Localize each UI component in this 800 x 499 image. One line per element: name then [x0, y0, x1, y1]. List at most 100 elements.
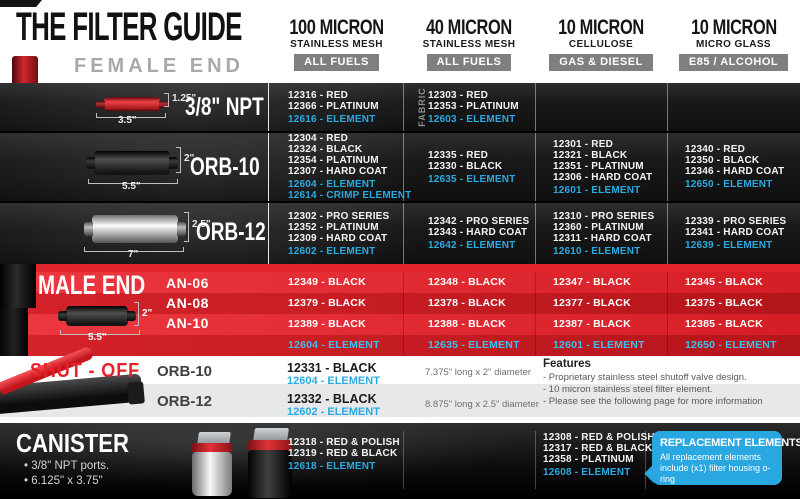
dim-bracket	[176, 147, 181, 173]
element-group: 12639 - ELEMENT	[685, 240, 800, 251]
canister-specs: • 3/8" NPT ports. • 6.125" x 3.75"	[24, 459, 109, 489]
element-number: 12604 - ELEMENT	[287, 375, 380, 387]
replacement-elements-callout: REPLACEMENT ELEMENTS All replacement ele…	[652, 431, 800, 485]
part-number: 12347 - BLACK	[553, 276, 631, 288]
part-number: 12343 - HARD COAT	[428, 227, 528, 238]
an-size-label: AN-06	[166, 275, 209, 291]
part-number: 12307 - HARD COAT	[288, 166, 388, 177]
divider	[535, 133, 536, 201]
shutoff-section: SHUT - OFF ORB-10 12331 - BLACK 12604 - …	[0, 345, 800, 423]
header: THE FILTER GUIDE FEMALE END 100 MICRON S…	[0, 0, 800, 83]
an-size-label: AN-10	[166, 315, 209, 331]
element-number: 12639 - ELEMENT	[685, 240, 773, 251]
element-group: 12618 - ELEMENT	[288, 461, 418, 472]
part-number: 12341 - HARD COAT	[685, 227, 785, 238]
dim-line	[84, 247, 184, 252]
feature-line: - Proprietary stainless steel shutoff va…	[543, 372, 747, 383]
part-number: 12377 - BLACK	[553, 297, 631, 309]
red-mini-filter-image	[104, 97, 160, 111]
red-stripe	[0, 335, 800, 356]
part-number: 12385 - BLACK	[685, 318, 763, 330]
element-number: 12635 - ELEMENT	[428, 339, 520, 351]
divider	[268, 203, 269, 264]
divider	[645, 431, 646, 489]
part-number: 12324 - BLACK	[288, 144, 363, 155]
element-group: 12616 - ELEMENT	[288, 114, 403, 125]
black-an-fitting-image	[0, 264, 36, 308]
element-group: 12601 - ELEMENT	[553, 185, 667, 196]
spec-bullet: • 6.125" x 3.75"	[24, 475, 103, 487]
black-canister-image	[248, 450, 292, 498]
shutoff-valve-cap	[127, 381, 145, 405]
female-end-table: 1.25" 3.5" 3/8" NPT 12316 - RED 12366 - P…	[0, 83, 800, 264]
dim-height: 2.5"	[192, 219, 211, 230]
dim-length: 5.5"	[122, 181, 141, 192]
part-number: 12378 - BLACK	[428, 297, 506, 309]
page-title: THE FILTER GUIDE	[16, 4, 242, 49]
part-cell: 12304 - RED 12324 - BLACK 12354 - PLATINUM…	[270, 133, 411, 201]
part-number: 12317 - RED & BLACK	[543, 443, 653, 454]
feature-line: - 10 micron stainless steel filter eleme…	[543, 384, 713, 395]
dim-length: 3.5"	[118, 115, 137, 126]
fuel-badge: GAS & DIESEL	[549, 54, 653, 71]
part-cell: 12339 - PRO SERIES 12341 - HARD COAT 12639…	[667, 203, 800, 264]
part-number: 12358 - PLATINUM	[543, 454, 634, 465]
part-cell: 12310 - PRO SERIES 12360 - PLATINUM 12311 …	[535, 203, 667, 264]
chrome-filter-image	[92, 215, 178, 243]
dim-height: 2"	[184, 153, 195, 164]
part-cell: 12342 - PRO SERIES 12343 - HARD COAT 12642…	[403, 203, 535, 264]
element-number: 12602 - ELEMENT	[287, 406, 380, 418]
part-cell: 12316 - RED 12366 - PLATINUM 12616 - ELEME…	[270, 83, 403, 131]
part-number: 12375 - BLACK	[685, 297, 763, 309]
part-cell: 12335 - RED 12330 - BLACK 12635 - ELEMENT	[403, 133, 535, 201]
element-number: 12608 - ELEMENT	[543, 467, 631, 478]
male-end-heading: MALE END	[38, 270, 146, 300]
element-number: 12618 - ELEMENT	[288, 461, 376, 472]
canister-section: CANISTER • 3/8" NPT ports. • 6.125" x 3.7…	[0, 423, 800, 499]
part-number: 12348 - BLACK	[428, 276, 506, 288]
divider	[403, 133, 404, 201]
element-group: 12608 - ELEMENT	[543, 467, 667, 478]
part-number: 12351 - PLATINUM	[553, 160, 644, 172]
part-number: 12389 - BLACK	[288, 318, 366, 330]
element-group: 12604 - ELEMENT 12614 - CRIMP ELEMENT	[288, 179, 411, 201]
part-number: 12311 - HARD COAT	[553, 232, 652, 244]
element-number: 12604 - ELEMENT	[288, 179, 376, 190]
divider	[403, 83, 404, 131]
chrome-canister-image	[192, 452, 232, 496]
column-header-10-micron-micro-glass: 10 MICRON MICRO GLASS E85 / ALCOHOL	[667, 17, 800, 71]
part-number: 12306 - HARD COAT	[553, 171, 653, 183]
fabric-note: FABRIC	[416, 87, 427, 127]
part-number: 12304 - RED	[288, 133, 349, 144]
male-end-section	[0, 264, 800, 356]
size-description: 7.375" long x 2" diameter	[425, 367, 532, 378]
element-number: 12610 - ELEMENT	[553, 245, 641, 257]
corner-wedge-decoration	[0, 0, 42, 7]
fuel-badge: ALL FUELS	[294, 54, 379, 71]
fuel-badge: E85 / ALCOHOL	[678, 54, 789, 71]
element-number: 12635 - ELEMENT	[428, 173, 516, 185]
part-number: 12321 - BLACK	[553, 149, 628, 161]
part-cell	[535, 83, 667, 131]
red-filter-photo-neck	[12, 56, 38, 86]
black-an-fitting-image	[0, 308, 28, 356]
part-number: 12301 - RED	[553, 138, 614, 150]
table-row-38npt: 1.25" 3.5" 3/8" NPT 12316 - RED 12366 - P…	[0, 83, 800, 131]
an-size-labels: AN-06 AN-08 AN-10	[166, 273, 209, 333]
part-cell: 12318 - RED & POLISH 12319 - RED & BLACK 1…	[288, 437, 418, 472]
divider	[667, 203, 668, 264]
part-number: 12379 - BLACK	[288, 297, 366, 309]
part-number: 12310 - PRO SERIES	[553, 210, 655, 222]
table-row-orb12: 2.5" 7" ORB-12 12302 - PRO SERIES 12352 -…	[0, 203, 800, 264]
element-number: 12650 - ELEMENT	[685, 179, 773, 190]
features-title: Features	[543, 358, 591, 370]
part-cell: 12340 - RED 12350 - BLACK 12346 - HARD COA…	[667, 133, 800, 201]
part-number: 12339 - PRO SERIES	[685, 216, 787, 227]
an-size-label: AN-08	[166, 295, 209, 311]
black-inline-filter-image	[66, 306, 128, 326]
shutoff-row-label: ORB-10	[157, 363, 213, 380]
callout-title: REPLACEMENT ELEMENTS	[660, 437, 800, 449]
divider	[268, 133, 269, 201]
dim-line	[96, 113, 166, 118]
